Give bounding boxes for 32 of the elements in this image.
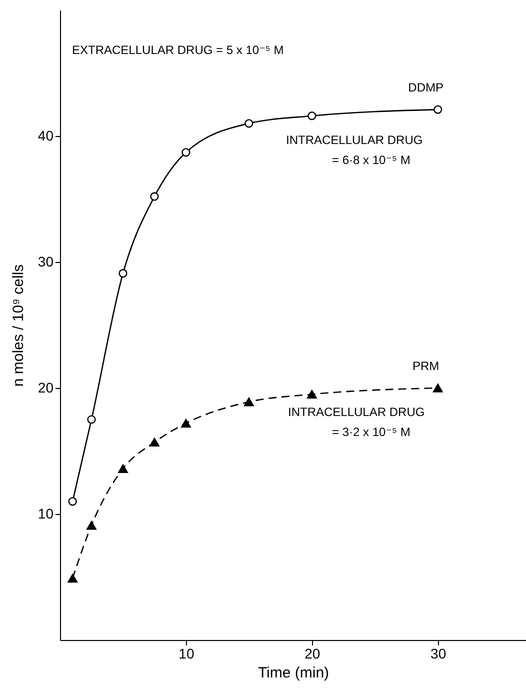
- y-tick-label: 40: [38, 128, 54, 144]
- point: [68, 574, 78, 583]
- y-tick-label: 30: [38, 254, 54, 270]
- point: [181, 418, 191, 428]
- x-tick-label: 10: [178, 646, 194, 662]
- point: [306, 390, 317, 399]
- point: [244, 398, 254, 406]
- point: [432, 384, 443, 392]
- y-tick-label: 20: [38, 380, 54, 396]
- point: [87, 415, 96, 424]
- point: [434, 105, 442, 114]
- point: [68, 497, 77, 506]
- point: [118, 269, 128, 278]
- point: [308, 112, 316, 120]
- annotation: = 3·2 x 10⁻⁵ M: [332, 425, 410, 439]
- point: [150, 438, 160, 447]
- y-tick-label: 10: [38, 506, 54, 522]
- series-label: PRM: [412, 359, 440, 373]
- y-axis-title: n moles / 10⁹ cells: [10, 264, 27, 387]
- x-tick-label: 30: [430, 646, 446, 662]
- x-tick-label: 20: [304, 646, 320, 662]
- point: [244, 119, 254, 128]
- point: [150, 192, 159, 201]
- series-label: DDMP: [408, 80, 444, 95]
- annotation: = 6·8 x 10⁻⁵ M: [332, 153, 410, 167]
- point: [182, 148, 190, 157]
- annotation: INTRACELLULAR DRUG: [288, 405, 425, 419]
- annotation: EXTRACELLULAR DRUG = 5 x 10⁻⁵ M: [72, 43, 284, 57]
- point: [118, 464, 128, 473]
- x-axis-title: Time (min): [258, 664, 330, 682]
- annotation: INTRACELLULAR DRUG: [286, 133, 423, 147]
- point: [86, 520, 96, 530]
